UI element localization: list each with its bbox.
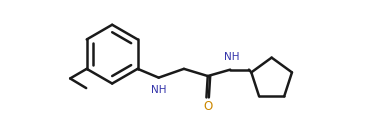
Text: NH: NH: [151, 85, 167, 95]
Text: O: O: [203, 100, 212, 113]
Text: NH: NH: [224, 52, 239, 62]
